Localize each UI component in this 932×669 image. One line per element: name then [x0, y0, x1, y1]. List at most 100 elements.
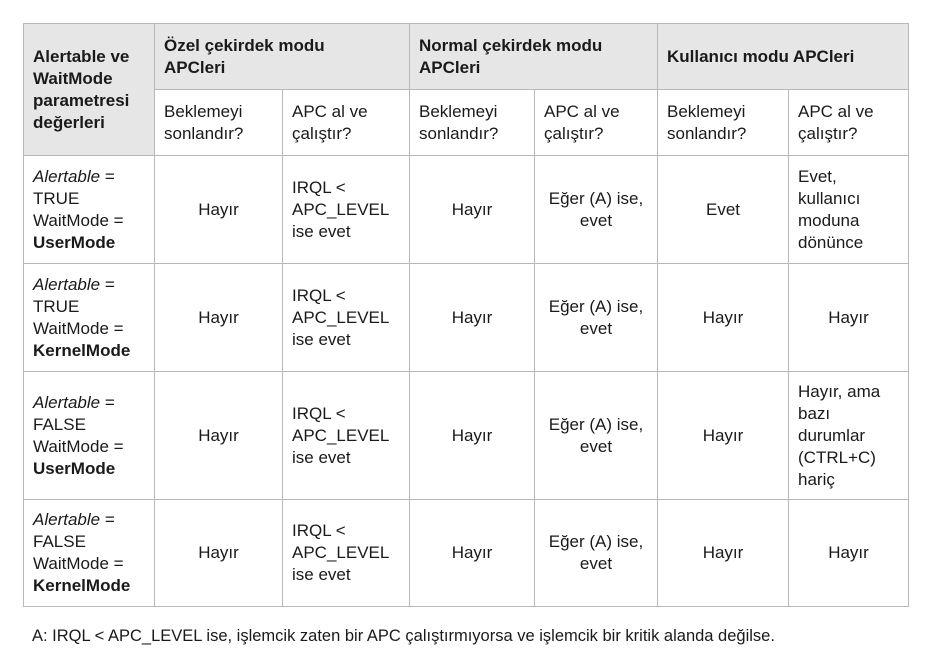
table-row: Alertable = TRUE WaitMode = KernelMode Hayır… — [23, 263, 909, 372]
text-line: evet — [579, 318, 613, 338]
alertable-value: FALSE — [33, 532, 86, 551]
text-line: evet — [579, 436, 613, 456]
subheader-user-wait: Beklemeyi sonlandır? — [657, 89, 789, 156]
text-line: ise evet — [292, 329, 351, 349]
waitmode-label: WaitMode = — [33, 210, 124, 230]
cell-normal-apc: Eğer (A) ise, evet — [534, 155, 658, 264]
row-parameters: Alertable = FALSE WaitMode = KernelMode — [23, 499, 155, 607]
cell-user-wait: Hayır — [657, 499, 789, 607]
alertable-eq: = — [100, 274, 115, 294]
cell-normal-apc: Eğer (A) ise, evet — [534, 263, 658, 372]
text-line: hariç — [798, 469, 835, 489]
alertable-eq: = — [100, 510, 115, 529]
text-line: APC_LEVEL — [292, 425, 390, 445]
text-line: (CTRL+C) — [798, 447, 876, 467]
cell-user-apc: Hayır — [788, 499, 909, 607]
alertable-label: Alertable — [33, 510, 101, 529]
text-line: sonlandır? — [419, 123, 499, 143]
text-line: Eğer (A) ise, — [548, 414, 644, 434]
text-line: APCleri — [419, 57, 481, 77]
text-line: ise evet — [292, 221, 351, 241]
text-line: ise evet — [292, 447, 351, 467]
text-line: evet — [579, 554, 613, 573]
table-row: Alertable = FALSE WaitMode = KernelMode Hayı… — [23, 499, 909, 607]
group-header-normal-kernel: Normal çekirdek modu APCleri — [409, 23, 658, 90]
text-line: APC al ve — [798, 101, 874, 121]
cell-normal-wait: Hayır — [409, 371, 535, 500]
group-header-special-kernel: Özel çekirdek modu APCleri — [154, 23, 410, 90]
cell-normal-wait: Hayır — [409, 499, 535, 607]
text-line: değerleri — [33, 112, 105, 132]
cell-normal-wait: Hayır — [409, 155, 535, 264]
cell-special-apc: IRQL < APC_LEVEL ise evet — [282, 155, 410, 264]
text-line: Beklemeyi — [164, 101, 243, 121]
alertable-label: Alertable — [33, 166, 101, 186]
cell-normal-apc: Eğer (A) ise, evet — [534, 371, 658, 500]
text-line: bazı — [798, 403, 831, 423]
text-line: kullanıcı — [798, 188, 861, 208]
cell-special-wait: Hayır — [154, 499, 283, 607]
cell-user-apc: Hayır — [788, 263, 909, 372]
text-line: Kullanıcı modu APCleri — [667, 46, 855, 66]
text-line: durumlar — [798, 425, 866, 445]
cell-user-wait: Hayır — [657, 263, 789, 372]
waitmode-value: KernelMode — [33, 340, 131, 360]
text-line: Hayır — [828, 543, 869, 562]
cell-special-apc: IRQL < APC_LEVEL ise evet — [282, 499, 410, 607]
cell-special-apc: IRQL < APC_LEVEL ise evet — [282, 263, 410, 372]
text-line: ise evet — [292, 565, 351, 584]
subheader-special-apc: APC al ve çalıştır? — [282, 89, 410, 156]
text-line: APC_LEVEL — [292, 199, 390, 219]
text-line: APC al ve — [292, 101, 368, 121]
text-line: evet — [579, 210, 613, 230]
cell-special-apc: IRQL < APC_LEVEL ise evet — [282, 371, 410, 500]
subheader-normal-apc: APC al ve çalıştır? — [534, 89, 658, 156]
text-line: IRQL < — [292, 285, 346, 305]
cell-user-apc: Hayır, ama bazı durumlar (CTRL+C) hariç — [788, 371, 909, 500]
text-line: APC_LEVEL — [292, 307, 390, 327]
text-line: moduna — [798, 210, 860, 230]
text-line: sonlandır? — [667, 123, 747, 143]
text-line: Eğer (A) ise, — [548, 188, 644, 208]
footnote: A: IRQL < APC_LEVEL ise, işlemcik zaten … — [32, 627, 775, 645]
cell-normal-apc: Eğer (A) ise, evet — [534, 499, 658, 607]
text-line: IRQL < — [292, 521, 346, 540]
text-line: sonlandır? — [164, 123, 244, 143]
row-parameters: Alertable = TRUE WaitMode = UserMode — [23, 155, 155, 264]
text-line: Beklemeyi — [419, 101, 498, 121]
cell-user-wait: Evet — [657, 155, 789, 264]
text-line: IRQL < — [292, 403, 346, 423]
text-line: Beklemeyi — [667, 101, 746, 121]
text-line: çalıştır? — [798, 123, 858, 143]
cell-normal-wait: Hayır — [409, 263, 535, 372]
waitmode-value: KernelMode — [33, 576, 131, 595]
corner-header-lines: Alertable ve WaitMode parametresi değerleri — [33, 46, 145, 134]
waitmode-value: UserMode — [33, 458, 116, 478]
subheader-normal-wait: Beklemeyi sonlandır? — [409, 89, 535, 156]
text-line: Alertable ve — [33, 46, 130, 66]
text-line: parametresi — [33, 90, 130, 110]
text-line: APCleri — [164, 57, 226, 77]
text-line: Özel çekirdek modu — [164, 35, 325, 55]
text-line: Hayır — [828, 307, 869, 327]
cell-special-wait: Hayır — [154, 155, 283, 264]
alertable-label: Alertable — [33, 274, 101, 294]
text-line: WaitMode — [33, 68, 113, 88]
text-line: dönünce — [798, 232, 864, 252]
alertable-value: FALSE — [33, 414, 86, 434]
alertable-eq: = — [100, 166, 115, 186]
cell-user-apc: Evet, kullanıcı moduna dönünce — [788, 155, 909, 264]
text-line: çalıştır? — [544, 123, 604, 143]
group-header-user-mode: Kullanıcı modu APCleri — [657, 23, 909, 90]
text-line: APC al ve — [544, 101, 620, 121]
text-line: Hayır, ama — [798, 381, 881, 401]
row-parameters: Alertable = FALSE WaitMode = UserMode — [23, 371, 155, 500]
subheader-special-wait: Beklemeyi sonlandır? — [154, 89, 283, 156]
alertable-eq: = — [100, 392, 115, 412]
alertable-value: TRUE — [33, 296, 80, 316]
row-parameters: Alertable = TRUE WaitMode = KernelMode — [23, 263, 155, 372]
text-line: çalıştır? — [292, 123, 352, 143]
alertable-label: Alertable — [33, 392, 101, 412]
cell-user-wait: Hayır — [657, 371, 789, 500]
cell-special-wait: Hayır — [154, 263, 283, 372]
